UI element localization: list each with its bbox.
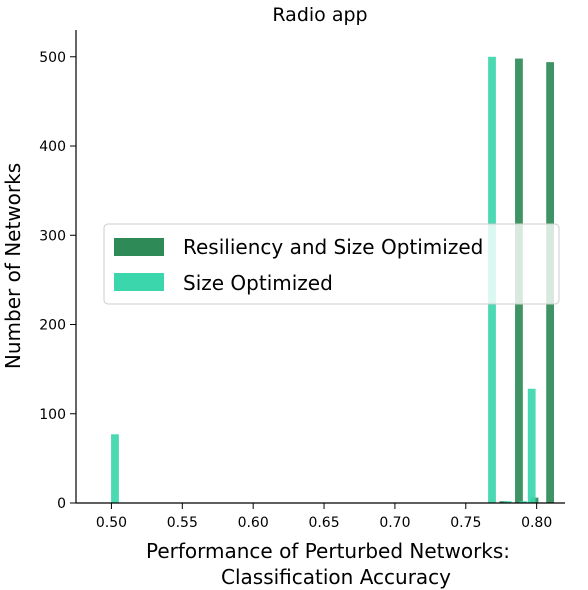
legend-swatch-size bbox=[114, 273, 164, 291]
bar-series0-bin0 bbox=[499, 501, 508, 503]
y-tick-label-5: 500 bbox=[39, 50, 66, 66]
x-axis-title-line2: Classification Accuracy bbox=[221, 565, 451, 589]
x-tick-label-1: 0.55 bbox=[167, 515, 198, 531]
x-tick-label-0: 0.50 bbox=[96, 515, 127, 531]
bar-series1-bin2 bbox=[503, 501, 512, 503]
y-tick-label-3: 300 bbox=[39, 228, 66, 244]
x-tick-label-4: 0.70 bbox=[379, 515, 410, 531]
y-tick-label-2: 200 bbox=[39, 318, 66, 334]
x-axis-title-line1: Performance of Perturbed Networks: bbox=[146, 539, 510, 563]
legend-swatch-resiliency bbox=[114, 238, 164, 256]
bar-series1-bin4 bbox=[527, 388, 536, 503]
y-tick-label-4: 400 bbox=[39, 139, 66, 155]
x-tick-label-2: 0.60 bbox=[238, 515, 269, 531]
legend-label-resiliency: Resiliency and Size Optimized bbox=[183, 235, 483, 259]
legend-label-size: Size Optimized bbox=[183, 271, 333, 295]
y-tick-label-0: 0 bbox=[57, 496, 66, 512]
bar-series1-bin0 bbox=[111, 434, 119, 503]
y-axis-title: Number of Networks bbox=[1, 163, 25, 369]
bar-series1-bin3 bbox=[519, 501, 528, 503]
y-tick-label-1: 100 bbox=[39, 407, 66, 423]
legend-box bbox=[103, 223, 560, 305]
x-tick-label-5: 0.75 bbox=[450, 515, 481, 531]
x-ticks: 0.50 0.55 0.60 0.65 0.70 0.75 0.80 bbox=[96, 503, 552, 531]
y-ticks: 0 100 200 300 400 500 bbox=[39, 50, 76, 512]
x-tick-label-6: 0.80 bbox=[521, 515, 552, 531]
chart-title: Radio app bbox=[272, 4, 367, 26]
plot-frame bbox=[75, 30, 565, 504]
legend: Resiliency and Size Optimized Size Optim… bbox=[103, 223, 560, 305]
x-tick-label-3: 0.65 bbox=[308, 515, 339, 531]
